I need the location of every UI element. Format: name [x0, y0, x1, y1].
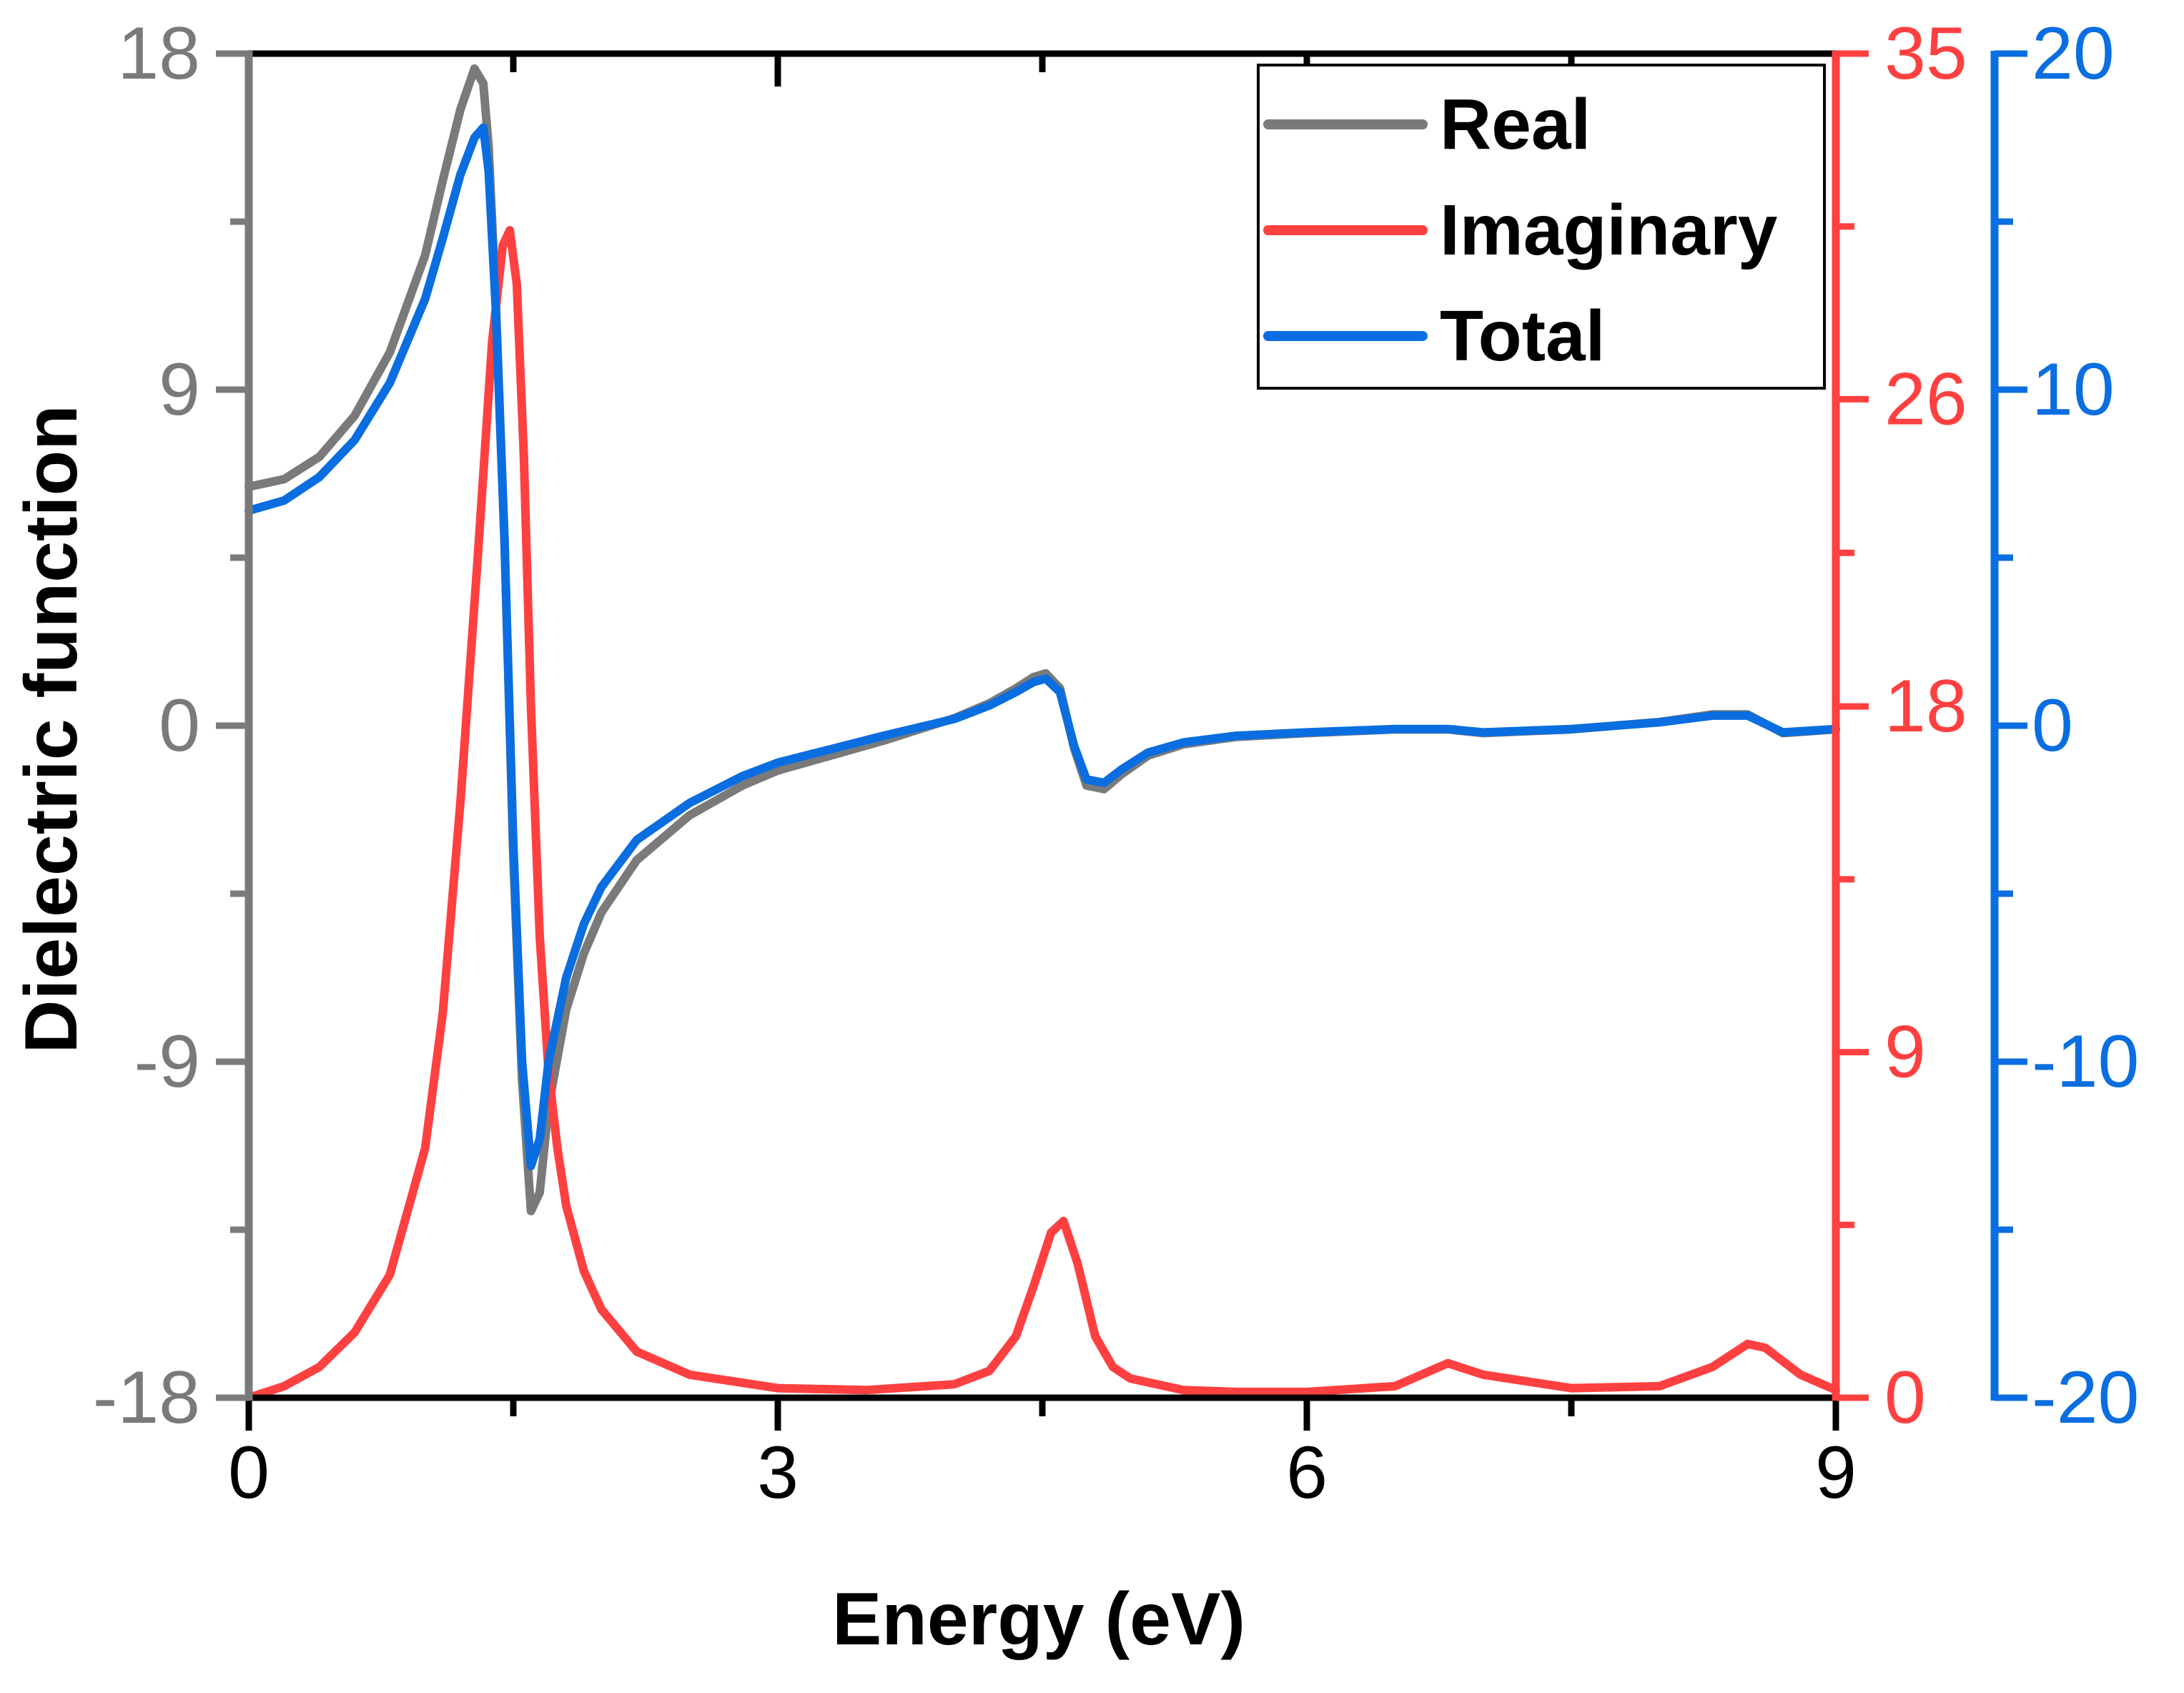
- legend-label-imaginary: Imaginary: [1440, 190, 1778, 270]
- y-tick-label-right2: -10: [2032, 1020, 2139, 1103]
- y-tick-label-right2: -20: [2032, 1356, 2139, 1439]
- x-axis-title: Energy (eV): [832, 1578, 1245, 1661]
- legend-label-real: Real: [1440, 84, 1591, 164]
- y-tick-label-right1: 9: [1884, 1011, 1926, 1094]
- y-tick-label-right1: 26: [1884, 357, 1967, 440]
- y-tick-label-right1: 35: [1884, 12, 1967, 95]
- series-line-total: [244, 123, 1840, 1170]
- series-layer: [244, 64, 1840, 1402]
- x-tick-label: 3: [757, 1431, 799, 1514]
- y-tick-label-left: 0: [159, 684, 200, 767]
- y-tick-label-left: 9: [159, 348, 200, 431]
- y-tick-label-right2: 10: [2032, 348, 2115, 431]
- y-tick-label-right2: 0: [2032, 684, 2073, 767]
- y-tick-label-right1: 18: [1884, 665, 1967, 748]
- y-axis-title: Dielectric function: [10, 405, 93, 1053]
- y-tick-label-right1: 0: [1884, 1356, 1926, 1439]
- y-tick-label-left: -9: [134, 1020, 200, 1103]
- y-tick-label-right2: 20: [2032, 12, 2115, 95]
- series-line-imaginary: [244, 226, 1840, 1402]
- legend-label-total: Total: [1440, 296, 1605, 376]
- legend: Real Imaginary Total: [1257, 64, 1826, 390]
- x-tick-label: 0: [228, 1431, 270, 1514]
- x-tick-label: 6: [1286, 1431, 1328, 1514]
- x-tick-label: 9: [1815, 1431, 1857, 1514]
- y-tick-label-left: -18: [93, 1356, 200, 1439]
- y-tick-label-left: 18: [117, 12, 200, 95]
